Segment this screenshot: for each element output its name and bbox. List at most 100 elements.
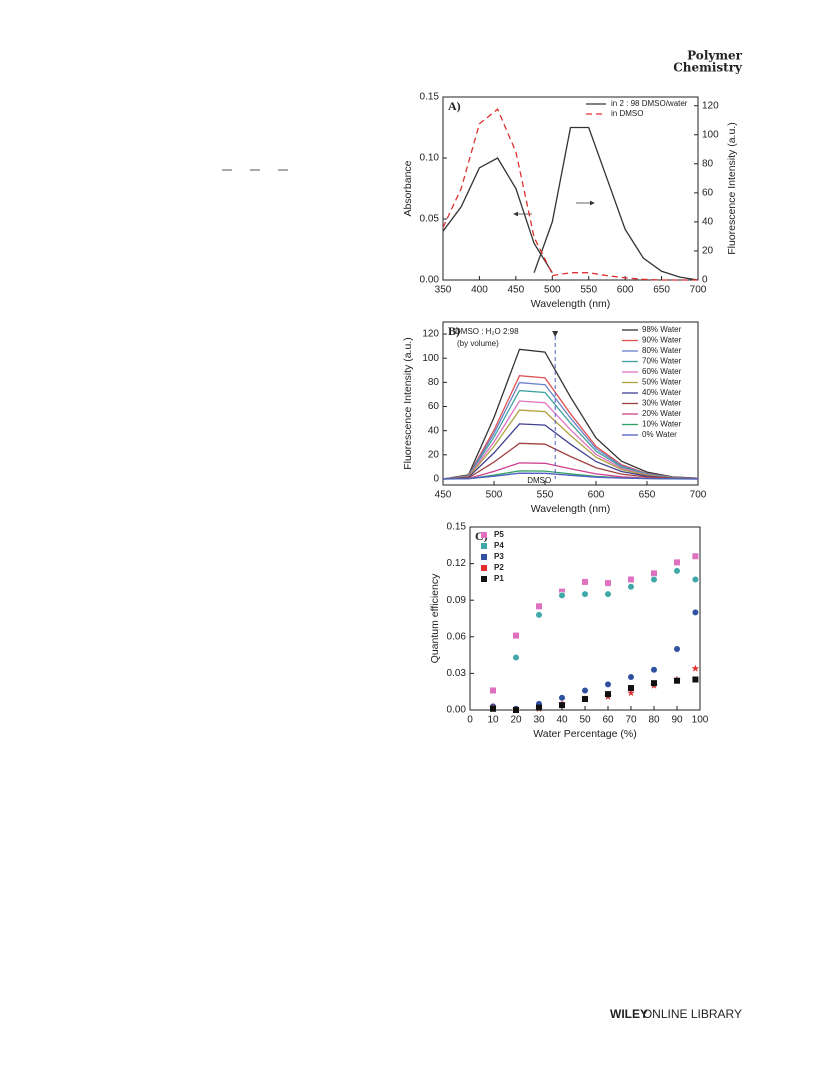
point bbox=[536, 603, 542, 610]
plot-frame bbox=[442, 96, 699, 281]
line bbox=[442, 157, 553, 274]
point bbox=[691, 608, 700, 617]
point bbox=[673, 567, 681, 575]
y-tick-label: 0.06 bbox=[447, 631, 467, 642]
point bbox=[673, 645, 681, 653]
x-tick-label: 700 bbox=[690, 490, 707, 501]
x-tick-label: 450 bbox=[435, 490, 452, 501]
panel-label: A) bbox=[448, 99, 461, 113]
legend-label: 0% Water bbox=[642, 430, 677, 439]
y2-tick-label: 0 bbox=[702, 275, 708, 286]
marker-label: DMSO bbox=[527, 476, 551, 485]
point bbox=[536, 704, 542, 711]
line bbox=[442, 442, 699, 480]
legend-label: in 2 : 98 DMSO/water bbox=[611, 99, 688, 108]
legend-swatch bbox=[481, 554, 487, 560]
y-tick-label: 0.00 bbox=[420, 275, 440, 286]
legend-label: 90% Water bbox=[642, 336, 682, 345]
plot-frame bbox=[442, 321, 699, 486]
legend-swatch bbox=[481, 576, 487, 582]
legend-label: P1 bbox=[494, 574, 504, 583]
x-tick-label: 550 bbox=[537, 490, 554, 501]
line bbox=[442, 423, 699, 480]
legend-swatch bbox=[481, 565, 487, 571]
point bbox=[692, 553, 699, 560]
point bbox=[651, 570, 657, 577]
point bbox=[604, 590, 612, 598]
y-axis-label: Fluorescence Intensity (a.u.) bbox=[402, 337, 414, 469]
point bbox=[691, 575, 700, 584]
point bbox=[691, 664, 700, 672]
legend-label: P3 bbox=[494, 552, 504, 561]
point bbox=[559, 588, 565, 595]
legend-label: 20% Water bbox=[642, 409, 682, 418]
y2-tick-label: 120 bbox=[702, 100, 719, 111]
point bbox=[582, 578, 588, 585]
point bbox=[490, 687, 496, 694]
x-axis-label: Wavelength (nm) bbox=[531, 503, 611, 515]
footer-brand: WILEY bbox=[610, 1007, 648, 1021]
x-tick-label: 10 bbox=[487, 715, 499, 726]
annotation: DMSO : H₂O 2:98 bbox=[455, 327, 519, 336]
point bbox=[582, 696, 588, 703]
x-tick-label: 550 bbox=[580, 285, 597, 296]
x-tick-label: 90 bbox=[671, 715, 683, 726]
x-tick-label: 30 bbox=[533, 715, 545, 726]
panel-label: B) bbox=[448, 324, 460, 338]
point bbox=[581, 590, 589, 598]
y-tick-label: 40 bbox=[428, 425, 440, 436]
legend-label: P2 bbox=[494, 563, 504, 572]
legend-label: 70% Water bbox=[642, 357, 682, 366]
point bbox=[604, 680, 612, 688]
point bbox=[651, 680, 657, 687]
x-axis-label: Wavelength (nm) bbox=[531, 298, 611, 310]
point bbox=[692, 676, 699, 683]
point bbox=[535, 611, 543, 619]
y-tick-label: 20 bbox=[428, 449, 440, 460]
x-tick-label: 500 bbox=[544, 285, 561, 296]
y-axis-label: Absorbance bbox=[402, 160, 414, 216]
x-tick-label: 50 bbox=[579, 715, 591, 726]
x-tick-label: 400 bbox=[471, 285, 488, 296]
x-tick-label: 650 bbox=[639, 490, 656, 501]
y2-tick-label: 100 bbox=[702, 129, 719, 140]
point bbox=[628, 685, 634, 692]
point bbox=[627, 673, 635, 681]
x-tick-label: 700 bbox=[690, 285, 707, 296]
point bbox=[605, 691, 611, 698]
journal-title: Chemistry bbox=[673, 61, 743, 75]
x-tick-label: 600 bbox=[617, 285, 634, 296]
y-axis-label: Quantum efficiency bbox=[429, 573, 441, 663]
x-tick-label: 40 bbox=[556, 715, 568, 726]
y-tick-label: 0 bbox=[433, 474, 439, 485]
footer-text: ONLINE LIBRARY bbox=[643, 1007, 742, 1021]
y-tick-label: 0.03 bbox=[447, 668, 467, 679]
point bbox=[674, 559, 680, 566]
legend-label: 80% Water bbox=[642, 346, 682, 355]
y2-tick-label: 40 bbox=[702, 217, 714, 228]
x-tick-label: 70 bbox=[625, 715, 637, 726]
y-tick-label: 0.05 bbox=[420, 214, 440, 225]
line bbox=[442, 108, 553, 275]
x-axis-label: Water Percentage (%) bbox=[533, 728, 636, 740]
y-tick-label: 0.15 bbox=[420, 92, 440, 103]
point bbox=[650, 666, 658, 674]
line bbox=[533, 126, 699, 281]
y-tick-label: 100 bbox=[422, 353, 439, 364]
annotation: (by volume) bbox=[457, 339, 499, 348]
x-tick-label: 450 bbox=[508, 285, 525, 296]
legend-label: P5 bbox=[494, 530, 504, 539]
legend-label: 30% Water bbox=[642, 399, 682, 408]
point bbox=[513, 632, 519, 639]
x-tick-label: 100 bbox=[692, 715, 709, 726]
point bbox=[512, 653, 520, 662]
point bbox=[627, 583, 635, 591]
legend-label: 98% Water bbox=[642, 325, 682, 334]
point bbox=[490, 705, 496, 712]
legend-label: 10% Water bbox=[642, 420, 682, 429]
line bbox=[442, 348, 699, 480]
journal-title: Polymer bbox=[687, 49, 743, 63]
y-tick-label: 60 bbox=[428, 401, 440, 412]
y-tick-label: 80 bbox=[428, 377, 440, 388]
